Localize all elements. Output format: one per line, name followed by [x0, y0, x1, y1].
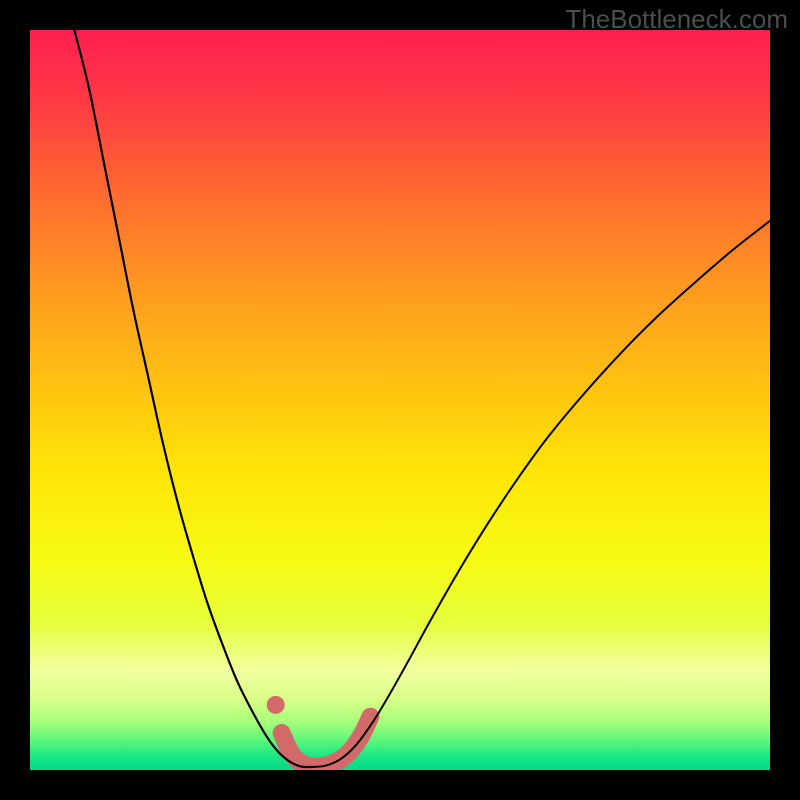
watermark-label: TheBottleneck.com: [565, 4, 788, 35]
chart-stage: TheBottleneck.com: [0, 0, 800, 800]
highlight-u-marker: [282, 717, 371, 767]
highlight-dot: [267, 696, 285, 714]
left-curve: [74, 30, 311, 767]
right-curve: [311, 221, 770, 767]
chart-svg-layer: [0, 0, 800, 800]
